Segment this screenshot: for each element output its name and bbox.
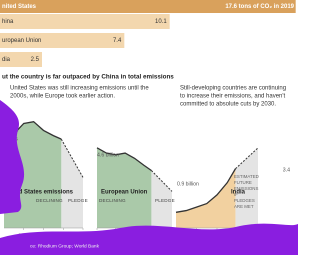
right-text: Still-developing countries are continuin… [180, 86, 286, 92]
annotation: 0.9 billion [177, 181, 199, 187]
left-text: United States was still increasing emiss… [10, 86, 149, 92]
phase-label: DECLINING [36, 198, 63, 203]
bar-label: uropean Union [2, 38, 41, 44]
annotation: ESTIMATED [234, 174, 259, 179]
left-text: 2000s, while Europe took earlier action. [10, 94, 115, 100]
bar-label: nited States [2, 4, 37, 10]
panel-title: European Union [101, 190, 148, 196]
annotation: ARE MET [234, 204, 254, 209]
source: ce: Rhodium Group; World Bank [30, 243, 100, 249]
right-text: committed to absolute cuts by 2030. [180, 102, 276, 108]
heading: ut the country is far outpaced by China … [2, 74, 174, 81]
bar-label: dia [2, 57, 11, 63]
right-text: to increase their emissions, and haven't [180, 94, 286, 100]
phase-label: PLEDGE [68, 198, 88, 203]
bar [0, 14, 170, 29]
bar-label: hina [2, 19, 14, 25]
annotation: EMISSIONS [234, 186, 258, 191]
phase-label: PLEDGE [155, 198, 175, 203]
infographic: ut the country is far outpaced by China … [0, 0, 298, 255]
annotation: PLEDGES [234, 198, 255, 203]
annotation: FUTURE [234, 180, 252, 185]
annotation: IF [234, 192, 238, 197]
annotation: 3.4 [283, 167, 290, 173]
value-label: 7.4 [113, 38, 122, 44]
value-label: 17.6 tons of CO₂ in 2019 [225, 4, 294, 10]
annotation: 4.6 billion [97, 152, 119, 158]
value-label: 2.5 [31, 57, 40, 63]
value-label: 10.1 [155, 19, 167, 25]
phase-label: DECLINING [99, 198, 126, 203]
